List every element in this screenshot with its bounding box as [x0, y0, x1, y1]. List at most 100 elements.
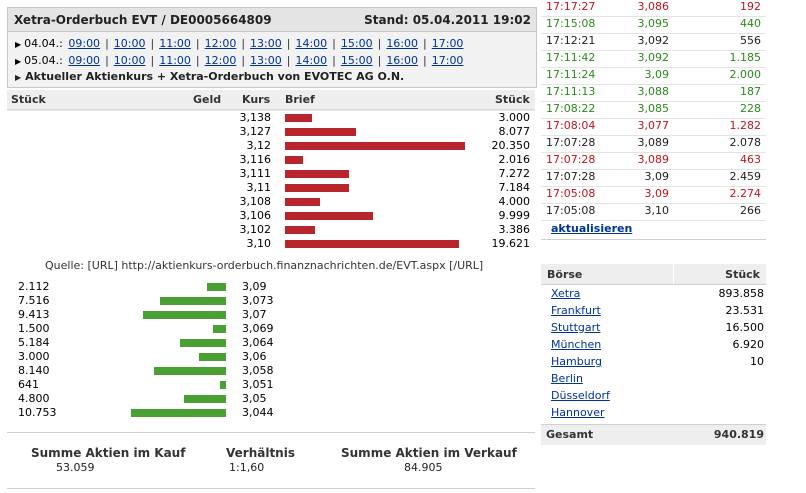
exchange-link[interactable]: Hannover — [551, 406, 605, 419]
time-link[interactable]: 10:00 — [113, 54, 146, 67]
divider — [7, 432, 535, 433]
refresh-link[interactable]: aktualisieren — [551, 222, 633, 235]
ask-price: 3,108 — [239, 195, 272, 208]
ask-qty: 4.000 — [498, 195, 531, 208]
ask-price: 3,116 — [239, 153, 272, 166]
time-link[interactable]: 17:00 — [431, 54, 464, 67]
trade-volume: 556 — [740, 34, 761, 47]
exchange-row: Düsseldorf — [541, 388, 766, 405]
trade-time: 17:11:42 — [546, 51, 596, 64]
trade-time: 17:05:08 — [546, 187, 596, 200]
col-kurs: Kurs — [242, 93, 271, 106]
orderbook-header: Xetra-Orderbuch EVT / DE0005664809 Stand… — [7, 7, 537, 88]
exchange-value: 893.858 — [718, 287, 765, 300]
divider — [7, 488, 535, 489]
trade-time: 17:07:28 — [546, 170, 596, 183]
exchange-link[interactable]: Hamburg — [551, 355, 602, 368]
bid-qty: 2.112 — [18, 280, 50, 293]
bid-bar — [184, 395, 226, 403]
time-link[interactable]: 11:00 — [159, 37, 191, 50]
exchange-row: Stuttgart 16.500 — [541, 320, 766, 337]
expand-triangle-icon: ▶ — [15, 57, 22, 66]
ask-row: 3,11 7.184 — [0, 181, 540, 195]
ask-qty: 19.621 — [491, 237, 531, 250]
info-row[interactable]: ▶ Aktueller Aktienkurs + Xetra-Orderbuch … — [15, 70, 404, 83]
trade-row: 17:15:08 3,095 440 — [541, 16, 766, 34]
time-link[interactable]: 17:00 — [431, 37, 464, 50]
ask-price: 3,111 — [239, 167, 272, 180]
bid-qty: 3.000 — [18, 350, 50, 363]
exchange-link[interactable]: Düsseldorf — [551, 389, 610, 402]
ask-price: 3,106 — [239, 209, 272, 222]
ask-bar — [285, 156, 303, 164]
timestamp: Stand: 05.04.2011 19:02 — [364, 13, 531, 27]
summe-verkauf-value: 84.905 — [404, 461, 443, 474]
time-link[interactable]: 09:00 — [68, 37, 101, 50]
ask-qty: 3.000 — [498, 111, 531, 124]
bid-row: 10.753 3,044 — [0, 406, 540, 420]
time-link[interactable]: 15:00 — [340, 37, 373, 50]
bid-row: 8.140 3,058 — [0, 364, 540, 378]
time-link[interactable]: 13:00 — [250, 54, 282, 67]
exchange-link[interactable]: Xetra — [551, 287, 581, 300]
verhaeltnis-label: Verhältnis — [226, 446, 295, 460]
bid-qty: 5.184 — [18, 336, 50, 349]
time-link[interactable]: 10:00 — [113, 37, 146, 50]
ask-row: 3,12 20.350 — [0, 139, 540, 153]
gesamt-value: 940.819 — [713, 428, 764, 441]
exchange-link[interactable]: Stuttgart — [551, 321, 601, 334]
bid-qty: 10.753 — [18, 406, 57, 419]
trade-volume: 2.274 — [729, 187, 762, 200]
info-text: Aktueller Aktienkurs + Xetra-Orderbuch v… — [25, 70, 405, 83]
separator: | — [332, 54, 336, 67]
exchange-row: Frankfurt 23.531 — [541, 303, 766, 320]
time-link[interactable]: 14:00 — [295, 37, 328, 50]
divider — [541, 239, 766, 240]
trade-row: 17:07:28 3,089 463 — [541, 152, 766, 170]
bid-bar — [180, 339, 226, 347]
exchange-link[interactable]: München — [551, 338, 602, 351]
trade-time: 17:07:28 — [546, 153, 596, 166]
ask-qty: 3.386 — [498, 223, 531, 236]
ask-row: 3,116 2.016 — [0, 153, 540, 167]
time-link[interactable]: 12:00 — [204, 37, 237, 50]
trade-row: 17:08:04 3,077 1.282 — [541, 118, 766, 136]
time-link[interactable]: 15:00 — [340, 54, 373, 67]
trade-price: 3,092 — [637, 34, 670, 47]
time-link[interactable]: 16:00 — [386, 37, 419, 50]
ask-row: 3,138 3.000 — [0, 111, 540, 125]
time-link[interactable]: 11:00 — [159, 54, 191, 67]
trade-price: 3,077 — [637, 119, 670, 132]
trade-volume: 1.185 — [729, 51, 762, 64]
bid-bar — [154, 367, 226, 375]
time-link[interactable]: 16:00 — [386, 54, 419, 67]
time-link[interactable]: 12:00 — [204, 54, 237, 67]
time-link[interactable]: 13:00 — [250, 37, 282, 50]
trade-time: 17:07:28 — [546, 136, 596, 149]
ask-bar — [285, 198, 320, 206]
separator: | — [377, 54, 382, 67]
orderbook-column-header: Stück Geld Kurs Brief Stück — [7, 90, 535, 110]
title-bar: Xetra-Orderbuch EVT / DE0005664809 Stand… — [8, 8, 536, 32]
trade-price: 3,092 — [637, 51, 670, 64]
trade-price: 3,095 — [637, 17, 670, 30]
bid-qty: 1.500 — [18, 322, 50, 335]
exchange-link[interactable]: Frankfurt — [551, 304, 601, 317]
time-link[interactable]: 09:00 — [68, 54, 101, 67]
exchange-value: 10 — [750, 355, 764, 368]
trade-time: 17:11:13 — [546, 85, 596, 98]
exchange-link[interactable]: Berlin — [551, 372, 583, 385]
trade-time: 17:11:24 — [546, 68, 596, 81]
exchange-row: Hannover — [541, 405, 766, 422]
col-brief: Brief — [285, 93, 315, 106]
bid-bar — [160, 297, 226, 305]
exchange-row: Xetra 893.858 — [541, 286, 766, 303]
time-link[interactable]: 14:00 — [295, 54, 328, 67]
bid-qty: 7.516 — [18, 294, 50, 307]
bid-row: 9.413 3,07 — [0, 308, 540, 322]
trade-price: 3,10 — [644, 204, 670, 217]
source-text: Quelle: [URL] http://aktienkurs-orderbuc… — [45, 259, 484, 272]
ask-bar — [285, 142, 465, 150]
trade-volume: 187 — [740, 85, 761, 98]
separator: | — [241, 37, 246, 50]
